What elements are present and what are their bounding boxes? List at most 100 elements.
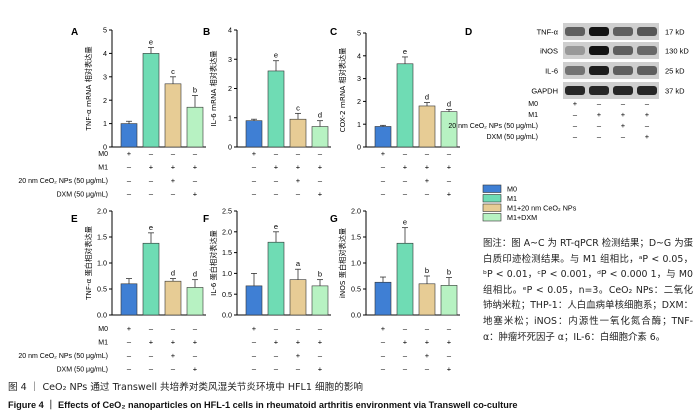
bar: [267, 241, 285, 316]
treatment-sign: –: [149, 351, 154, 360]
treatment-sign: –: [149, 149, 154, 158]
bar: [245, 120, 263, 148]
treatment-sign: –: [403, 149, 408, 158]
treatment-sign: –: [403, 190, 408, 199]
blot-size-label: 37 kD: [665, 87, 685, 96]
treatment-sign: –: [274, 176, 279, 185]
treatment-sign: +: [447, 338, 452, 347]
y-axis-label: COX-2 mRNA 相对表达量: [338, 48, 347, 133]
treatment-sign: +: [274, 163, 279, 172]
bar: [289, 118, 307, 148]
treatment-sign: –: [127, 365, 132, 374]
y-tick-label: 0: [228, 143, 232, 152]
treatment-sign: +: [573, 99, 578, 108]
blot-size-label: 130 kD: [665, 47, 689, 56]
blot-band: [589, 66, 609, 75]
treatment-row-label: M1: [528, 112, 538, 119]
treatment-sign: +: [252, 324, 257, 333]
bar: [374, 126, 392, 148]
treatment-sign: –: [318, 149, 323, 158]
blot-band: [613, 27, 633, 36]
treatment-sign: –: [171, 190, 176, 199]
significance-label: b: [318, 270, 322, 279]
treatment-sign: –: [318, 324, 323, 333]
panel-letter: C: [330, 27, 337, 38]
y-tick-label: 1.0: [351, 259, 361, 268]
blot-protein-label: GAPDH: [531, 87, 558, 96]
chart-panel-g: G 0.0 0.5 1.0 1.5 2.0 iNOS 蛋白相对表达量 e b b + – – – – + + + –…: [330, 207, 460, 374]
significance-label: d: [425, 93, 429, 102]
treatment-sign: –: [149, 190, 154, 199]
y-tick-label: 0.0: [97, 311, 107, 320]
treatment-sign: +: [447, 163, 452, 172]
y-tick-label: 3: [228, 55, 232, 64]
chart-panel-f: F 0.0 0.5 1.0 1.5 2.0 2.5 IL-6 蛋白相对表达量 e a b + – – – – +…: [203, 207, 331, 374]
y-tick-label: 3: [103, 72, 107, 81]
treatment-sign: +: [149, 338, 154, 347]
treatment-row-label: M0: [528, 101, 538, 108]
legend-swatch: [482, 194, 502, 203]
significance-label: e: [403, 218, 407, 227]
y-tick-label: 1.5: [97, 233, 107, 242]
y-tick-label: 1: [357, 120, 361, 129]
treatment-sign: +: [171, 176, 176, 185]
treatment-sign: +: [193, 365, 198, 374]
treatment-sign: –: [318, 176, 323, 185]
treatment-sign: –: [296, 365, 301, 374]
y-tick-label: 0.0: [222, 311, 232, 320]
panel-letter: B: [203, 27, 210, 38]
treatment-sign: –: [447, 149, 452, 158]
bar: [245, 285, 263, 316]
blot-band: [565, 46, 585, 55]
blot-band: [589, 86, 609, 95]
y-tick-label: 0.0: [351, 311, 361, 320]
treatment-sign: –: [645, 99, 650, 108]
bar: [267, 70, 285, 148]
treatment-sign: –: [296, 324, 301, 333]
legend-swatch: [482, 203, 502, 212]
y-tick-label: 4: [103, 49, 107, 58]
treatment-sign: –: [381, 338, 386, 347]
treatment-sign: –: [318, 351, 323, 360]
treatment-sign: –: [252, 365, 257, 374]
treatment-sign: +: [403, 163, 408, 172]
y-axis-label: IL-6 蛋白相对表达量: [209, 230, 218, 296]
legend-swatch: [482, 184, 502, 193]
bar: [440, 285, 458, 316]
blot-band: [565, 66, 585, 75]
y-tick-label: 3: [357, 74, 361, 83]
treatment-sign: –: [252, 338, 257, 347]
treatment-sign: –: [252, 351, 257, 360]
treatment-sign: –: [403, 324, 408, 333]
treatment-sign: +: [296, 351, 301, 360]
chart-panel-a: A 0 1 2 3 4 5 TNF-α mRNA 相对表达量 e c b M0 + – – – M1 – + + +20…: [18, 26, 206, 199]
bar: [142, 53, 160, 148]
treatment-sign: +: [621, 110, 626, 119]
treatment-sign: +: [381, 149, 386, 158]
blot-strip: [563, 42, 659, 59]
bar: [142, 242, 160, 316]
y-tick-label: 2: [103, 96, 107, 105]
treatment-sign: +: [403, 338, 408, 347]
bar: [396, 63, 414, 148]
treatment-sign: –: [193, 176, 198, 185]
treatment-sign: +: [447, 365, 452, 374]
blot-strip: [563, 23, 659, 40]
y-tick-label: 2.0: [222, 227, 232, 236]
y-tick-label: 5: [357, 29, 361, 38]
treatment-sign: +: [597, 110, 602, 119]
treatment-sign: +: [193, 190, 198, 199]
treatment-sign: –: [621, 99, 626, 108]
panel-letter: D: [465, 27, 472, 38]
treatment-sign: –: [274, 324, 279, 333]
bar: [289, 279, 307, 316]
treatment-sign: –: [425, 324, 430, 333]
treatment-sign: –: [149, 176, 154, 185]
significance-label: e: [149, 223, 153, 232]
significance-label: d: [447, 99, 451, 108]
caption-english: Figure 4 ｜ Effects of CeO₂ nanoparticles…: [8, 400, 518, 410]
significance-label: e: [274, 222, 278, 231]
bar: [396, 242, 414, 316]
y-tick-label: 1: [103, 119, 107, 128]
